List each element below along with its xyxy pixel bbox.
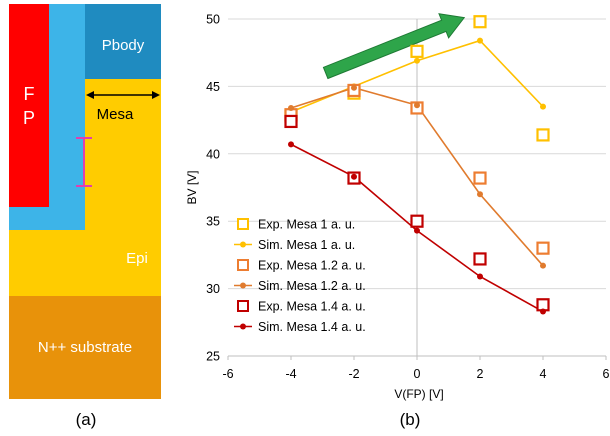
legend-label: Exp. Mesa 1.2 a. u.: [258, 259, 366, 273]
legend-dot-swatch: [240, 282, 246, 289]
sim-point: [414, 57, 420, 64]
y-tick-label: 45: [206, 80, 220, 94]
x-tick-label: -6: [222, 367, 233, 381]
legend-label: Exp. Mesa 1 a. u.: [258, 218, 355, 232]
legend-label: Sim. Mesa 1.4 a. u.: [258, 320, 366, 334]
legend-square-swatch: [237, 300, 249, 312]
epi-label: Epi: [126, 250, 148, 267]
legend: Exp. Mesa 1 a. u. Sim. Mesa 1 a. u. Exp. M…: [234, 218, 366, 334]
y-tick-label: 35: [206, 215, 220, 229]
exp-point: [410, 214, 424, 228]
mesa-label: Mesa: [97, 106, 134, 123]
sim-point: [540, 262, 546, 269]
x-tick-label: -2: [348, 367, 359, 381]
sim-point: [414, 102, 420, 109]
device-cross-section: F P Pbody Mesa Epi N++ substrate (a): [9, 4, 161, 429]
sim-point: [351, 173, 357, 180]
exp-point: [536, 128, 550, 142]
sim-point: [414, 227, 420, 234]
exp-point: [473, 252, 487, 266]
legend-label: Sim. Mesa 1 a. u.: [258, 238, 355, 252]
y-tick-label: 25: [206, 350, 220, 364]
sim-point: [351, 84, 357, 91]
sim-point: [288, 104, 294, 111]
x-tick-label: 6: [603, 367, 610, 381]
trend-arrow: [322, 13, 466, 80]
sim-point: [477, 37, 483, 44]
y-tick-labels: 25 30 35 40 45 50: [206, 13, 220, 364]
x-tick-label: 2: [477, 367, 484, 381]
mesa-width-arrow: [86, 91, 160, 99]
exp-point: [410, 44, 424, 58]
depth-marker: [76, 137, 92, 187]
exp-point: [473, 171, 487, 185]
caption-b: (b): [400, 410, 421, 429]
x-tick-labels: -6 -4 -2 0 2 4 6: [222, 367, 609, 381]
y-axis-label: BV [V]: [185, 170, 199, 204]
legend-dot-swatch: [240, 241, 246, 248]
fp-label-2: P: [23, 108, 35, 128]
bv-chart: 25 30 35 40 45 50 -6 -4 -2 0 2 4 6 BV [V] V(FP) [V]…: [185, 13, 610, 430]
field-plate: [9, 4, 49, 207]
substrate-label: N++ substrate: [38, 339, 132, 356]
sim-point: [477, 191, 483, 198]
exp-point: [536, 241, 550, 255]
pbody-label: Pbody: [102, 37, 145, 54]
exp-point: [284, 114, 298, 129]
sim-point: [540, 308, 546, 315]
pbody-region: [85, 4, 161, 79]
legend-label: Sim. Mesa 1.2 a. u.: [258, 279, 366, 293]
substrate-region: [9, 295, 161, 399]
sim-point: [477, 273, 483, 280]
x-tick-label: 0: [414, 367, 421, 381]
y-tick-label: 30: [206, 282, 220, 296]
legend-square-swatch: [237, 218, 249, 230]
sim-point: [540, 103, 546, 110]
series-points: [284, 15, 550, 315]
trend-arrow-shape: [322, 13, 466, 80]
legend-label: Exp. Mesa 1.4 a. u.: [258, 300, 366, 314]
x-tick-label: -4: [285, 367, 296, 381]
axes: [227, 19, 607, 360]
fp-label-1: F: [24, 84, 35, 104]
exp-point: [473, 15, 487, 29]
legend-square-swatch: [237, 259, 249, 271]
x-tick-label: 4: [540, 367, 547, 381]
sim-point: [288, 141, 294, 148]
legend-dot-swatch: [240, 323, 246, 330]
y-tick-label: 50: [206, 13, 220, 27]
caption-a: (a): [76, 410, 97, 429]
x-axis-label: V(FP) [V]: [394, 387, 443, 401]
y-tick-label: 40: [206, 147, 220, 161]
